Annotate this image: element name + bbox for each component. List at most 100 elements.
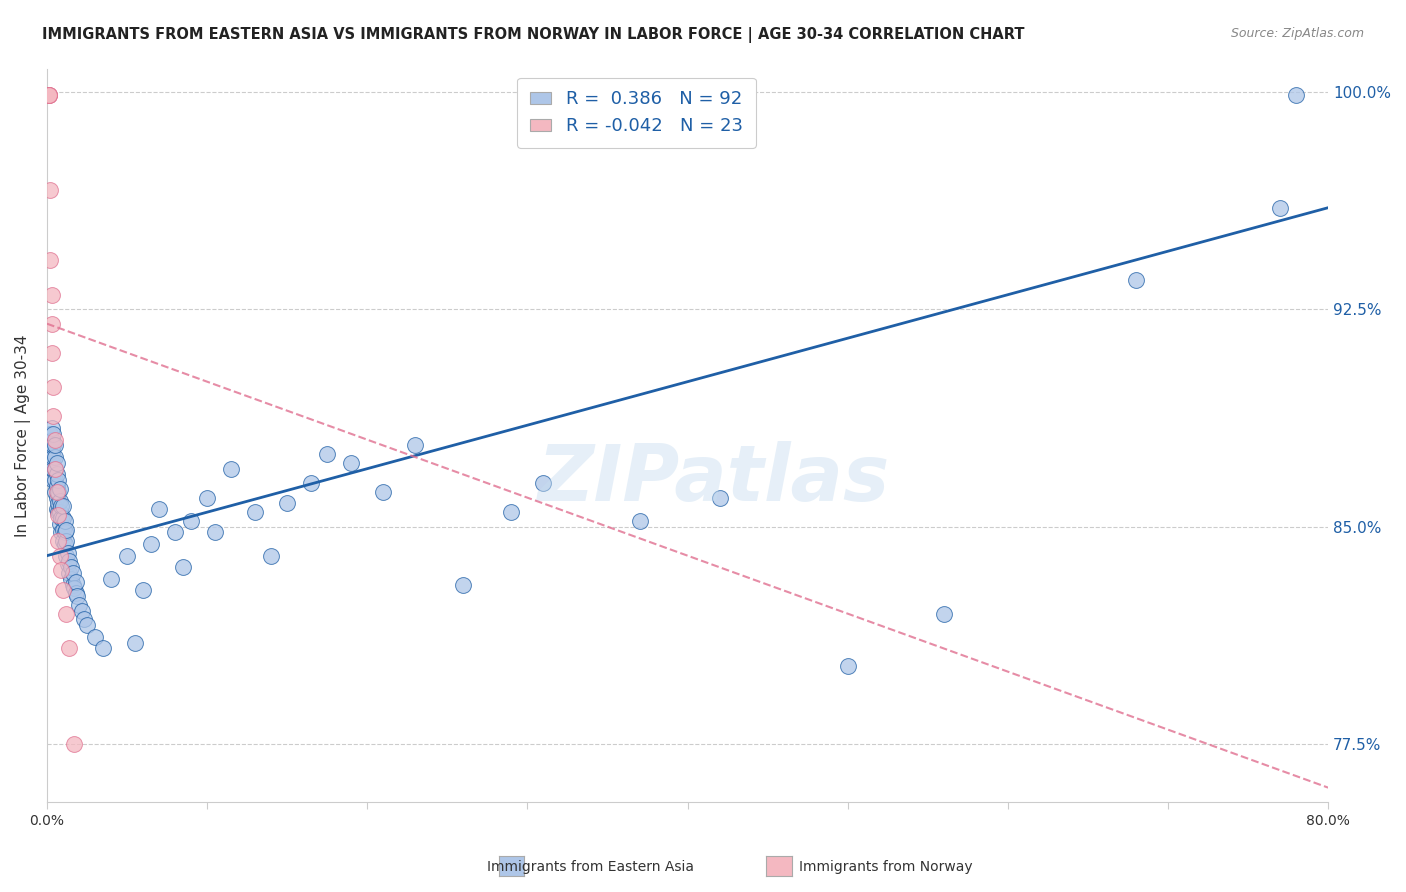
Point xyxy=(501,505,523,519)
Point xyxy=(56,558,79,572)
Point xyxy=(44,433,66,447)
Point xyxy=(299,476,322,491)
Point xyxy=(67,868,90,882)
Point xyxy=(165,525,187,540)
Point xyxy=(55,523,77,537)
Point xyxy=(115,549,138,563)
Legend: R =  0.386   N = 92, R = -0.042   N = 23: R = 0.386 N = 92, R = -0.042 N = 23 xyxy=(517,78,755,148)
Point xyxy=(38,87,60,102)
Point xyxy=(44,461,66,475)
Point xyxy=(42,380,65,394)
Point xyxy=(58,554,80,568)
Point xyxy=(316,447,339,461)
Point xyxy=(58,566,80,580)
Point xyxy=(66,589,89,603)
Point xyxy=(100,572,122,586)
Point xyxy=(404,438,426,452)
Point xyxy=(837,658,859,673)
Point xyxy=(51,525,73,540)
Point xyxy=(49,482,72,496)
Point xyxy=(41,345,63,359)
Point xyxy=(52,523,75,537)
Point xyxy=(932,607,955,621)
Point xyxy=(38,87,60,102)
Point xyxy=(44,438,66,452)
Point xyxy=(65,574,87,589)
Point xyxy=(45,484,67,499)
Point xyxy=(46,473,69,487)
Point xyxy=(52,583,75,598)
Text: Immigrants from Eastern Asia: Immigrants from Eastern Asia xyxy=(486,860,695,874)
Point xyxy=(41,317,63,331)
Point xyxy=(42,461,65,475)
Point xyxy=(39,183,62,197)
Point xyxy=(58,641,80,656)
Point xyxy=(340,456,363,470)
Point xyxy=(76,618,98,632)
Point xyxy=(243,505,266,519)
Point xyxy=(260,549,283,563)
Point xyxy=(52,534,75,549)
Point xyxy=(39,438,62,452)
Point xyxy=(51,563,73,577)
Point xyxy=(91,641,114,656)
Point xyxy=(46,508,69,522)
Point xyxy=(124,635,146,649)
Point xyxy=(49,516,72,531)
Point xyxy=(45,479,67,493)
Point xyxy=(53,537,76,551)
Point xyxy=(53,514,76,528)
Point xyxy=(39,426,62,441)
Point xyxy=(139,537,162,551)
Point xyxy=(53,525,76,540)
Point xyxy=(41,421,63,435)
Point xyxy=(44,450,66,464)
Point xyxy=(276,496,298,510)
Point xyxy=(55,534,77,549)
Text: IMMIGRANTS FROM EASTERN ASIA VS IMMIGRANTS FROM NORWAY IN LABOR FORCE | AGE 30-3: IMMIGRANTS FROM EASTERN ASIA VS IMMIGRAN… xyxy=(42,27,1025,43)
Point xyxy=(204,525,226,540)
Text: Immigrants from Norway: Immigrants from Norway xyxy=(799,860,973,874)
Point xyxy=(38,87,60,102)
Point xyxy=(373,484,395,499)
Text: Source: ZipAtlas.com: Source: ZipAtlas.com xyxy=(1230,27,1364,40)
Point xyxy=(46,505,69,519)
Point xyxy=(73,612,96,626)
Point xyxy=(132,583,155,598)
Point xyxy=(41,287,63,301)
Point xyxy=(195,491,218,505)
Point xyxy=(1268,201,1291,215)
Point xyxy=(628,514,651,528)
Point xyxy=(44,484,66,499)
Point xyxy=(44,461,66,475)
Point xyxy=(38,87,60,102)
Point xyxy=(41,456,63,470)
Point xyxy=(41,444,63,458)
Point xyxy=(59,560,82,574)
Point xyxy=(42,426,65,441)
Point xyxy=(70,604,93,618)
Point xyxy=(45,502,67,516)
Point xyxy=(39,252,62,267)
Point xyxy=(148,502,170,516)
Point xyxy=(49,505,72,519)
Point xyxy=(1125,273,1147,287)
Point xyxy=(62,577,84,591)
Point xyxy=(45,467,67,482)
Point xyxy=(56,546,79,560)
Point xyxy=(51,500,73,514)
Point xyxy=(59,572,82,586)
Point xyxy=(42,450,65,464)
Point xyxy=(49,549,72,563)
Point xyxy=(45,491,67,505)
Point xyxy=(62,566,84,580)
Point xyxy=(46,496,69,510)
Point xyxy=(63,581,86,595)
Point xyxy=(1285,87,1308,102)
Point xyxy=(709,491,731,505)
Text: ZIPatlas: ZIPatlas xyxy=(537,442,890,517)
Point xyxy=(46,484,69,499)
Point xyxy=(42,409,65,424)
Point xyxy=(453,577,475,591)
Point xyxy=(533,476,555,491)
